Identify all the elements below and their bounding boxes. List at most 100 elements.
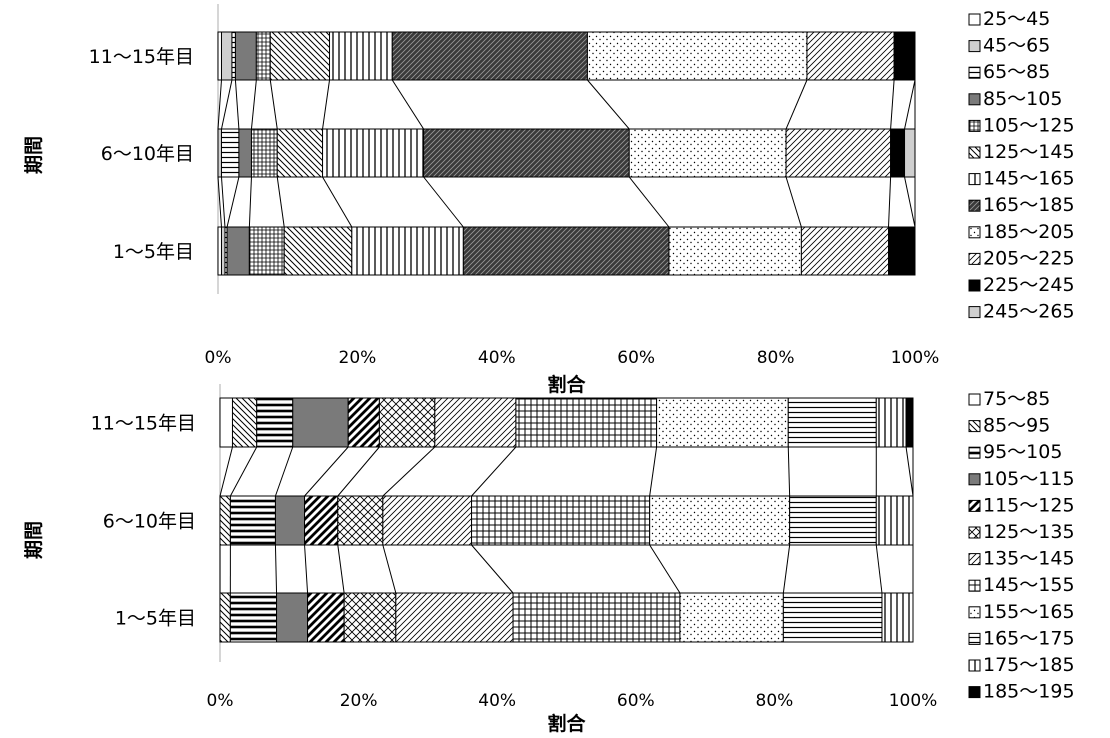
bar-segment bbox=[276, 592, 309, 643]
legend-label: 245～265 bbox=[983, 301, 1075, 323]
series-connector-line bbox=[382, 544, 397, 594]
bar-segment bbox=[904, 128, 916, 178]
series-connector-line bbox=[337, 544, 345, 594]
legend-swatch bbox=[968, 659, 981, 672]
legend-swatch bbox=[968, 686, 981, 699]
legend-label: 95～105 bbox=[983, 441, 1062, 463]
legend-label: 25～45 bbox=[983, 8, 1050, 30]
category-label: 11～15年目 bbox=[91, 413, 196, 435]
bar-segment bbox=[785, 128, 892, 178]
bar-segment bbox=[217, 31, 222, 81]
x-tick-label: 20% bbox=[339, 348, 377, 368]
legend-label: 165～185 bbox=[983, 194, 1075, 216]
legend-label: 105～115 bbox=[983, 468, 1075, 490]
legend-label: 225～245 bbox=[983, 274, 1075, 296]
bar-segment bbox=[220, 226, 226, 276]
legend-label: 185～205 bbox=[983, 221, 1075, 243]
bar-segment bbox=[391, 31, 588, 81]
bar-segment bbox=[806, 31, 895, 81]
y-axis-title: 期間 bbox=[23, 136, 45, 174]
category-label: 6～10年目 bbox=[103, 511, 196, 533]
legend-swatch bbox=[968, 252, 981, 265]
bar-segment bbox=[238, 128, 252, 178]
series-connector-line bbox=[220, 176, 226, 228]
legend-swatch bbox=[968, 420, 981, 433]
legend-swatch bbox=[968, 446, 981, 459]
bar-segment bbox=[219, 592, 231, 643]
bar-segment bbox=[229, 495, 276, 546]
bar-segment bbox=[217, 226, 222, 276]
bar-segment bbox=[322, 128, 425, 178]
x-tick-label: 80% bbox=[756, 691, 794, 711]
series-connector-line bbox=[337, 446, 380, 497]
bar-segment bbox=[789, 495, 877, 546]
series-connector-line bbox=[785, 79, 808, 130]
bar-segment bbox=[220, 31, 233, 81]
series-connector-line bbox=[391, 79, 425, 130]
x-tick-label: 100% bbox=[889, 691, 938, 711]
bar-segment bbox=[423, 128, 630, 178]
series-connector-line bbox=[322, 79, 331, 130]
series-connector-line bbox=[471, 446, 517, 497]
x-tick-label: 40% bbox=[478, 348, 516, 368]
legend-swatch bbox=[968, 606, 981, 619]
series-connector-line bbox=[787, 446, 791, 497]
legend-label: 165～175 bbox=[983, 627, 1075, 649]
legend-label: 155～165 bbox=[983, 601, 1075, 623]
legend-label: 105～125 bbox=[983, 114, 1075, 136]
legend-swatch bbox=[968, 393, 981, 406]
chart-lower: 11～15年目 6～10年目 1～5年目 0% 20% 40% 60% 80% 100% 割合 期間… bbox=[23, 384, 1075, 735]
legend-label: 75～85 bbox=[983, 388, 1050, 410]
bar-segment bbox=[276, 128, 324, 178]
series-connector-line bbox=[471, 544, 514, 594]
bar-segment bbox=[462, 226, 670, 276]
legend-label: 85～105 bbox=[983, 88, 1062, 110]
x-tick-label: 0% bbox=[207, 691, 234, 711]
series-connector-line bbox=[248, 176, 252, 228]
bar-segment bbox=[656, 397, 789, 448]
bar-segment bbox=[893, 31, 916, 81]
bar-segment bbox=[471, 495, 651, 546]
series-connector-line bbox=[905, 446, 914, 497]
legend-swatch bbox=[968, 553, 981, 566]
x-tick-label: 0% bbox=[205, 348, 232, 368]
bar-segment bbox=[382, 495, 473, 546]
legend-label: 145～165 bbox=[983, 168, 1075, 190]
series-connector-line bbox=[782, 544, 791, 594]
bar-segment bbox=[905, 397, 914, 448]
legend-label: 175～185 bbox=[983, 654, 1075, 676]
bar-segment bbox=[231, 31, 236, 81]
chart-upper: 11～15年目 6～10年目 1～5年目 0% 20% 40% 60% 80% 100% 割合 期間… bbox=[23, 4, 1075, 396]
series-connector-line bbox=[628, 176, 670, 228]
legend-label: 125～145 bbox=[983, 141, 1075, 163]
series-connector-line bbox=[785, 176, 802, 228]
legend-label: 85～95 bbox=[983, 415, 1050, 437]
series-connector-line bbox=[217, 79, 222, 130]
series-connector-line bbox=[229, 446, 258, 497]
series-connector-line bbox=[234, 79, 240, 130]
bar-segment bbox=[220, 128, 240, 178]
series-connector-line bbox=[322, 176, 353, 228]
series-connector-line bbox=[276, 176, 285, 228]
legend-swatch bbox=[968, 306, 981, 319]
bar-segment bbox=[787, 397, 877, 448]
x-tick-label: 80% bbox=[757, 348, 795, 368]
legend-label: 205～225 bbox=[983, 247, 1075, 269]
bar-segment bbox=[337, 495, 384, 546]
x-tick-label: 100% bbox=[891, 348, 940, 368]
series-connector-line bbox=[649, 446, 658, 497]
legend-swatch bbox=[968, 199, 981, 212]
legend-label: 115～125 bbox=[983, 494, 1075, 516]
series-connector-line bbox=[274, 446, 294, 497]
legend-swatch bbox=[968, 93, 981, 106]
series-connector-line bbox=[904, 176, 916, 228]
bar-segment bbox=[283, 226, 353, 276]
bar-segment bbox=[217, 128, 222, 178]
legend-label: 65～85 bbox=[983, 61, 1050, 83]
category-label: 11～15年目 bbox=[89, 46, 194, 68]
bar-segment bbox=[395, 592, 514, 643]
bar-segment bbox=[351, 226, 464, 276]
series-connector-line bbox=[875, 544, 883, 594]
x-tick-label: 60% bbox=[617, 348, 655, 368]
